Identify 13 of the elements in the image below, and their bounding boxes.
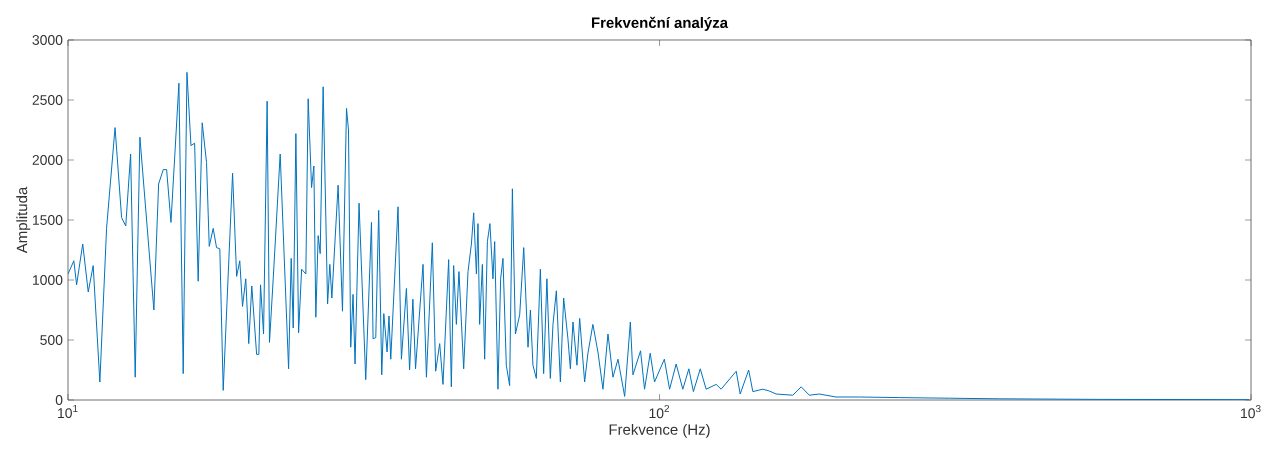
y-axis-title: Amplituda	[16, 186, 31, 254]
y-tick-label: 0	[55, 395, 63, 405]
x-tick-label: 10$^{2}$	[649, 405, 670, 419]
y-tick-label: 1000	[32, 275, 63, 285]
chart-title: Frekvenční analýza	[591, 16, 729, 31]
y-tick-label: 2000	[32, 155, 63, 165]
y-tick-label: 3000	[32, 35, 63, 45]
x-tick-label: 10$^{3}$	[1241, 405, 1261, 419]
y-tick-label: 500	[40, 335, 63, 345]
x-axis-title: Frekvence (Hz)	[609, 423, 710, 438]
y-tick-label: 2500	[32, 95, 63, 105]
x-tick-label: 10$^{1}$	[58, 405, 78, 419]
y-tick-label: 1500	[32, 215, 63, 225]
